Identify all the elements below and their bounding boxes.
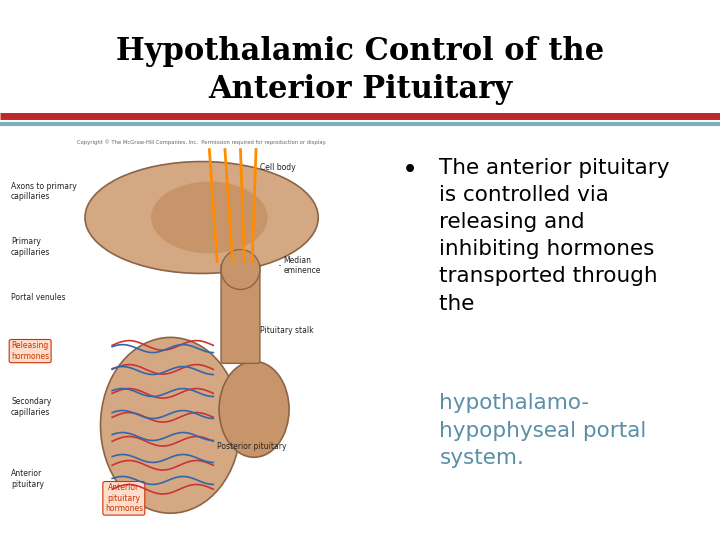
Text: hypothalamo-
hypophyseal portal
system.: hypothalamo- hypophyseal portal system.: [439, 393, 647, 468]
Text: The anterior pituitary
is controlled via
releasing and
inhibiting hormones
trans: The anterior pituitary is controlled via…: [439, 158, 670, 314]
Text: Anterior
pituitary
hormones: Anterior pituitary hormones: [105, 483, 143, 513]
Ellipse shape: [219, 361, 289, 457]
Text: Hypothalamic Control of the: Hypothalamic Control of the: [116, 36, 604, 67]
Text: Portal venules: Portal venules: [11, 293, 66, 302]
Text: Axons to primary
capillaries: Axons to primary capillaries: [11, 181, 77, 201]
Text: Releasing
hormones: Releasing hormones: [11, 341, 49, 361]
Text: Primary
capillaries: Primary capillaries: [11, 238, 50, 257]
Text: •: •: [402, 158, 418, 184]
Text: Cell body: Cell body: [260, 163, 295, 172]
Ellipse shape: [101, 338, 240, 513]
Text: Posterior pituitary: Posterior pituitary: [217, 442, 287, 451]
Ellipse shape: [221, 249, 260, 289]
Ellipse shape: [151, 181, 268, 253]
Text: Secondary
capillaries: Secondary capillaries: [11, 397, 51, 417]
Ellipse shape: [85, 161, 318, 273]
Text: Anterior
pituitary: Anterior pituitary: [11, 469, 44, 489]
Text: Median
eminence: Median eminence: [279, 256, 320, 275]
Text: Anterior Pituitary: Anterior Pituitary: [208, 73, 512, 105]
FancyBboxPatch shape: [221, 264, 260, 363]
Text: Pituitary stalk: Pituitary stalk: [260, 326, 313, 335]
Text: Copyright © The McGraw-Hill Companies, Inc.  Permission required for reproductio: Copyright © The McGraw-Hill Companies, I…: [77, 140, 326, 145]
